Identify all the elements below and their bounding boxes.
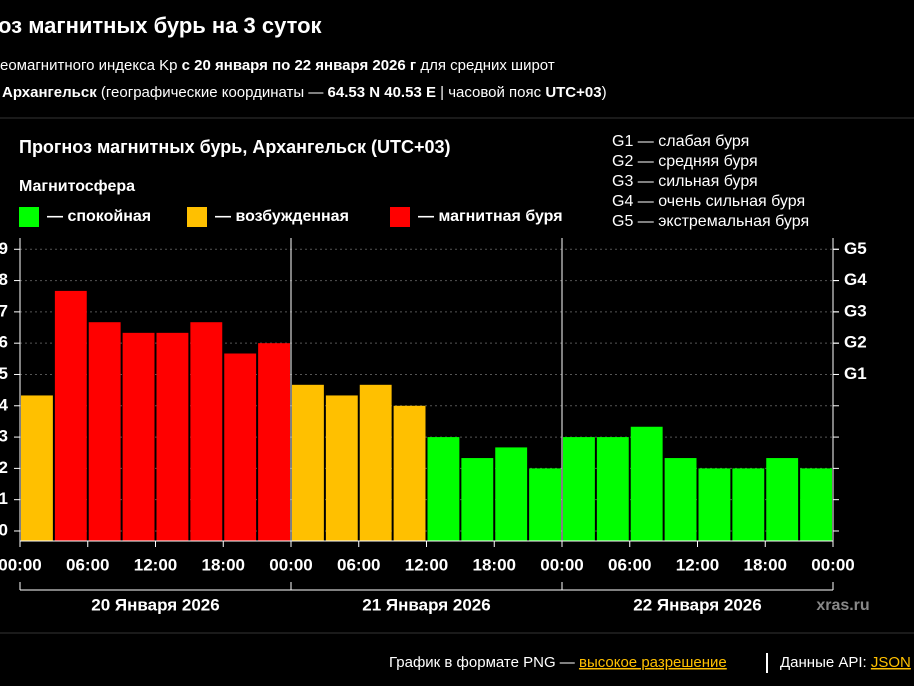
bar bbox=[732, 468, 765, 541]
y-tick-label: 7 bbox=[0, 301, 8, 320]
y-tick-label: 9 bbox=[0, 239, 8, 258]
bar bbox=[461, 458, 494, 541]
link[interactable]: высокое разрешение bbox=[579, 654, 727, 671]
text: Данные API: bbox=[780, 654, 871, 671]
legend-swatch bbox=[19, 207, 39, 227]
y-tick-label: 0 bbox=[0, 520, 8, 539]
y2-tick-label: G1 bbox=[844, 364, 867, 383]
text: UTC+03 bbox=[545, 84, 601, 101]
text: Архангельск bbox=[2, 84, 97, 101]
footer-api: Данные API: JSON bbox=[780, 654, 911, 671]
bar bbox=[224, 353, 257, 541]
bar bbox=[495, 447, 528, 541]
page-title: оз магнитных бурь на 3 суток bbox=[0, 13, 323, 38]
x-tick-label: 06:00 bbox=[66, 555, 109, 574]
x-tick-label: 18:00 bbox=[202, 555, 245, 574]
bar bbox=[698, 468, 731, 541]
bar bbox=[21, 395, 53, 541]
bar bbox=[800, 468, 832, 541]
day-label: 22 Января 2026 bbox=[633, 595, 761, 614]
bar bbox=[393, 405, 426, 541]
bar bbox=[427, 437, 460, 541]
x-tick-label: 12:00 bbox=[676, 555, 719, 574]
bar bbox=[54, 290, 87, 541]
text: График в формате PNG — bbox=[389, 654, 579, 671]
legend-label: — возбужденная bbox=[215, 208, 349, 225]
bar bbox=[664, 458, 697, 541]
y2-tick-label: G2 bbox=[844, 333, 867, 352]
x-tick-label: 00:00 bbox=[540, 555, 583, 574]
x-tick-label: 12:00 bbox=[405, 555, 448, 574]
scale-note: G1 — слабая буря bbox=[612, 133, 749, 150]
x-tick-label: 00:00 bbox=[811, 555, 854, 574]
bar bbox=[766, 458, 799, 541]
legend-title: Магнитосфера bbox=[19, 178, 135, 195]
x-tick-label: 18:00 bbox=[473, 555, 516, 574]
x-tick-label: 00:00 bbox=[0, 555, 42, 574]
bar bbox=[563, 437, 595, 541]
bar bbox=[292, 384, 324, 541]
y2-tick-label: G3 bbox=[844, 301, 867, 320]
watermark: xras.ru bbox=[816, 597, 869, 614]
y-tick-label: 1 bbox=[0, 489, 8, 508]
bar bbox=[359, 384, 392, 541]
y2-tick-label: G4 bbox=[844, 270, 867, 289]
scale-note: G2 — средняя буря bbox=[612, 153, 758, 170]
x-tick-label: 06:00 bbox=[608, 555, 651, 574]
link[interactable]: JSON bbox=[871, 654, 911, 671]
legend-label: — магнитная буря bbox=[418, 208, 563, 225]
scale-note: G5 — экстремальная буря bbox=[612, 213, 809, 230]
x-tick-label: 00:00 bbox=[269, 555, 312, 574]
bar bbox=[529, 468, 561, 541]
y-tick-label: 3 bbox=[0, 427, 8, 446]
legend-swatch bbox=[390, 207, 410, 227]
y-tick-label: 4 bbox=[0, 395, 9, 414]
bar bbox=[630, 426, 663, 541]
text: с 20 января по 22 января 2026 г bbox=[182, 57, 417, 74]
bar bbox=[190, 322, 223, 541]
location: Архангельск (географические координаты —… bbox=[2, 84, 607, 101]
y-tick-label: 8 bbox=[0, 270, 8, 289]
x-tick-label: 12:00 bbox=[134, 555, 177, 574]
y-tick-label: 6 bbox=[0, 333, 8, 352]
bar bbox=[88, 322, 121, 541]
bar bbox=[156, 332, 189, 541]
bar bbox=[596, 437, 629, 541]
bar bbox=[258, 343, 290, 541]
text: для средних широт bbox=[416, 57, 555, 74]
footer: График в формате PNG — высокое разрешени… bbox=[389, 654, 727, 671]
x-tick-label: 18:00 bbox=[744, 555, 787, 574]
text: еомагнитного индекса Kp bbox=[0, 57, 182, 74]
scale-note: G4 — очень сильная буря bbox=[612, 193, 805, 210]
text: ) bbox=[602, 84, 607, 101]
scale-note: G3 — сильная буря bbox=[612, 173, 758, 190]
text: | часовой пояс bbox=[436, 84, 545, 101]
subtitle: еомагнитного индекса Kp с 20 января по 2… bbox=[0, 57, 555, 74]
day-label: 20 Января 2026 bbox=[91, 595, 219, 614]
legend-swatch bbox=[187, 207, 207, 227]
chart-title: Прогноз магнитных бурь, Архангельск (UTC… bbox=[19, 137, 451, 157]
x-tick-label: 06:00 bbox=[337, 555, 380, 574]
bar bbox=[122, 332, 155, 541]
y-tick-label: 2 bbox=[0, 458, 8, 477]
bar bbox=[325, 395, 358, 541]
text: (географические координаты — bbox=[97, 84, 328, 101]
y-tick-label: 5 bbox=[0, 364, 8, 383]
y2-tick-label: G5 bbox=[844, 239, 867, 258]
day-label: 21 Января 2026 bbox=[362, 595, 490, 614]
legend-label: — спокойная bbox=[47, 208, 151, 225]
text: 64.53 N 40.53 E bbox=[328, 84, 436, 101]
